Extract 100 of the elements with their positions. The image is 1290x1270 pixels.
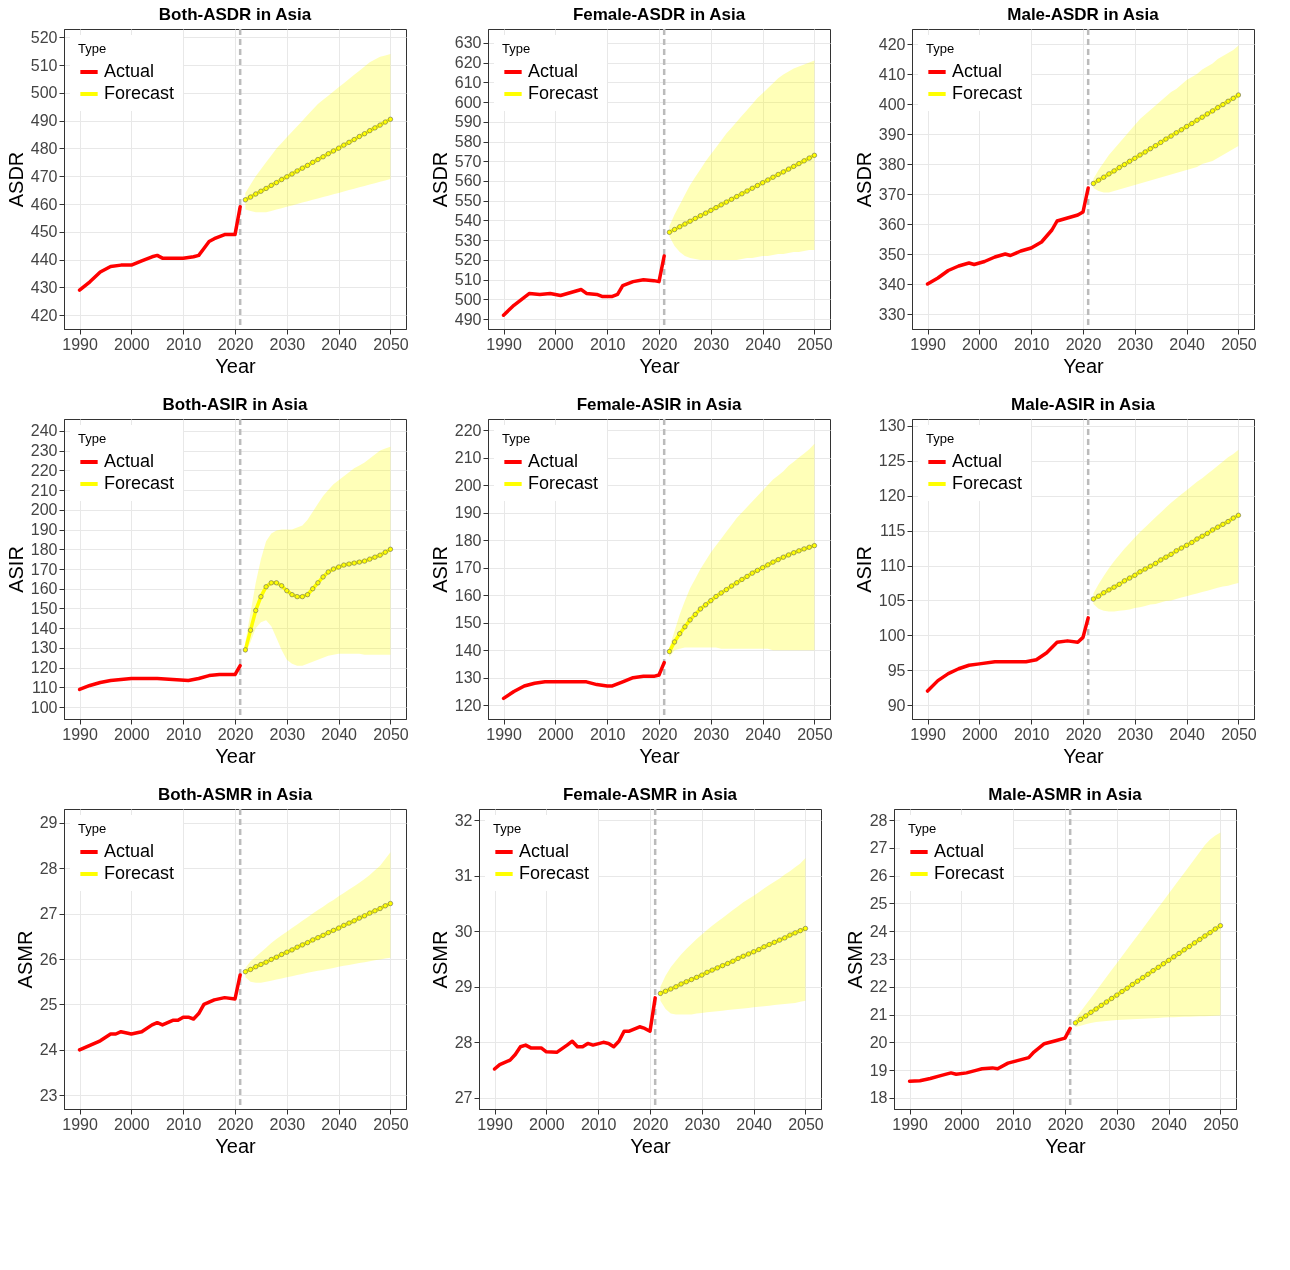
y-tick-label: 240	[30, 422, 58, 440]
point	[315, 157, 321, 163]
y-tick-label: 370	[878, 185, 906, 203]
x-tick-label: 2000	[962, 335, 998, 353]
legend-label: Actual	[934, 841, 985, 861]
point	[734, 194, 740, 200]
point	[1103, 999, 1109, 1005]
point	[761, 944, 767, 950]
y-tick-label: 220	[454, 421, 482, 439]
y-tick-label: 380	[878, 155, 906, 173]
point	[1101, 174, 1107, 180]
legend-title: Type	[502, 41, 531, 56]
point	[336, 925, 342, 931]
point	[273, 180, 279, 186]
y-tick-label: 28	[869, 811, 888, 829]
point	[1111, 584, 1117, 590]
point	[1106, 171, 1112, 177]
y-tick-label: 105	[878, 591, 906, 609]
point	[1116, 581, 1122, 587]
y-tick-label: 160	[454, 586, 482, 604]
chart-title: Male-ASIR in Asia	[1011, 394, 1156, 414]
point	[284, 588, 290, 594]
x-tick-label: 2020	[1065, 335, 1102, 353]
x-tick-label: 2050	[373, 335, 409, 353]
x-tick-label: 2000	[529, 1115, 565, 1133]
point	[325, 930, 331, 936]
y-tick-label: 110	[31, 678, 58, 696]
point	[708, 598, 714, 604]
point	[735, 955, 741, 961]
point	[315, 580, 321, 586]
point	[1176, 950, 1182, 956]
point	[1178, 127, 1184, 133]
point	[792, 930, 798, 936]
y-tick-label: 390	[878, 125, 906, 143]
point	[703, 602, 709, 608]
point	[1096, 593, 1102, 599]
y-tick-label: 440	[30, 251, 58, 269]
point	[1114, 992, 1120, 998]
point	[310, 159, 316, 165]
y-tick-label: 25	[39, 995, 58, 1013]
y-tick-label: 420	[878, 35, 906, 53]
point	[1189, 120, 1195, 127]
x-tick-label: 1990	[892, 1115, 928, 1133]
point	[362, 558, 368, 564]
x-tick-label: 2000	[114, 725, 150, 743]
point	[273, 954, 279, 960]
point	[305, 592, 311, 598]
point	[279, 583, 285, 589]
legend-label: Actual	[952, 451, 1003, 471]
y-tick-label: 24	[869, 922, 888, 940]
point	[1090, 596, 1096, 602]
legend-label: Forecast	[528, 83, 599, 103]
point	[791, 163, 797, 169]
point	[677, 224, 683, 230]
y-tick-label: 180	[454, 531, 482, 549]
y-tick-label: 360	[878, 215, 906, 233]
point	[258, 188, 264, 194]
point	[688, 977, 694, 983]
point	[1158, 139, 1164, 145]
point	[351, 918, 357, 924]
y-tick-label: 115	[879, 522, 906, 540]
point	[770, 174, 776, 180]
x-tick-label: 2000	[944, 1115, 980, 1133]
chart-title: Female-ASMR in Asia	[562, 784, 738, 804]
x-tick-label: 2050	[788, 1115, 824, 1133]
point	[1215, 105, 1221, 111]
point	[666, 649, 672, 655]
point	[1147, 563, 1153, 569]
point	[756, 947, 762, 953]
point	[1121, 578, 1127, 584]
point	[1166, 957, 1172, 963]
x-tick-label: 2030	[684, 1115, 721, 1133]
point	[289, 171, 295, 177]
point	[1140, 975, 1146, 981]
x-tick-label: 2000	[538, 335, 574, 353]
y-tick-label: 480	[30, 139, 58, 157]
point	[273, 580, 279, 586]
x-tick-label: 2010	[589, 335, 626, 353]
x-tick-label: 2020	[1065, 725, 1102, 743]
chart-title: Both-ASIR in Asia	[162, 394, 308, 414]
point	[1119, 988, 1125, 995]
point	[1194, 536, 1200, 542]
point	[1202, 933, 1208, 939]
x-axis-title: Year	[215, 744, 257, 767]
point	[786, 166, 792, 172]
x-axis-title: Year	[639, 354, 681, 377]
y-tick-label: 29	[454, 978, 473, 996]
point	[713, 593, 719, 600]
y-tick-label: 125	[878, 452, 906, 470]
point	[330, 566, 336, 572]
point	[775, 171, 781, 177]
y-tick-label: 140	[30, 619, 58, 637]
y-tick-label: 130	[878, 417, 906, 435]
point	[1116, 165, 1122, 171]
point	[1210, 527, 1216, 533]
point	[1142, 149, 1148, 155]
x-tick-label: 2020	[632, 1115, 669, 1133]
point	[248, 194, 254, 200]
point	[708, 207, 714, 213]
point	[1127, 575, 1133, 581]
